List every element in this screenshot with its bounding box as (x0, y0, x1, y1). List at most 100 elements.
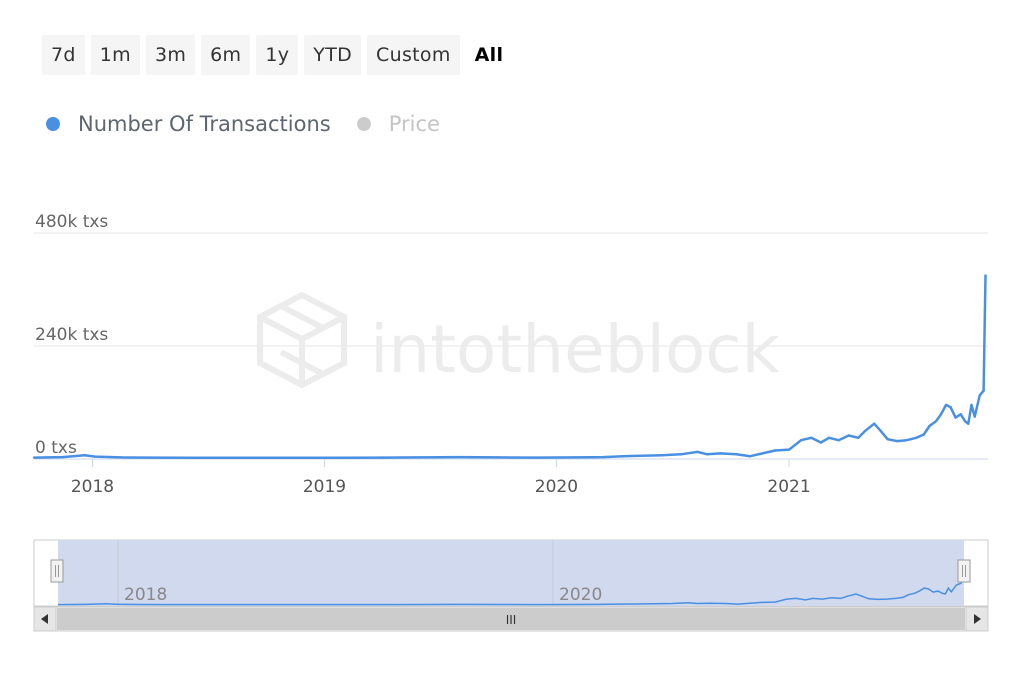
data-point (303, 456, 306, 459)
data-point (187, 456, 190, 459)
data-point (905, 439, 908, 442)
chart-legend: Number Of Transactions Price (46, 112, 466, 136)
data-point (773, 449, 777, 452)
data-point (973, 415, 976, 418)
data-point (343, 456, 346, 459)
axis-layer: 0 txs 240k txs 480k txs 2018 2019 2020 2021 (35, 212, 811, 497)
data-point (810, 436, 813, 439)
data-point (719, 452, 722, 455)
data-point (419, 456, 422, 459)
legend-dot-icon (46, 117, 60, 131)
range-button-all[interactable]: All (474, 44, 504, 66)
data-point (61, 455, 64, 459)
range-selector: 7d 1m 3m 6m 1y YTD Custom All (42, 34, 512, 76)
data-point (837, 439, 840, 442)
data-point (705, 453, 709, 456)
data-point (978, 394, 981, 397)
data-point (787, 448, 791, 451)
legend-dot-icon (356, 117, 371, 131)
data-point (32, 456, 36, 459)
navigator-selection[interactable] (58, 540, 964, 606)
range-button-7d[interactable]: 7d (42, 35, 85, 75)
data-point (148, 456, 151, 459)
x-tick-label-2020: 2020 (535, 477, 578, 497)
data-point (970, 403, 973, 407)
data-point (622, 455, 625, 458)
data-point (984, 274, 987, 277)
x-tick-label-2021: 2021 (767, 477, 810, 497)
data-point (799, 439, 803, 442)
data-point (226, 456, 229, 459)
data-point (641, 454, 644, 457)
data-point (963, 420, 967, 423)
data-point (847, 434, 850, 437)
data-point (879, 429, 882, 432)
scrollbar-thumb[interactable] (57, 608, 965, 630)
range-button-1m[interactable]: 1m (90, 35, 140, 75)
data-point (380, 456, 383, 459)
data-point (83, 454, 87, 457)
data-point (735, 453, 738, 456)
y-tick-label: 480k txs (35, 212, 108, 232)
data-point (934, 420, 938, 423)
legend-item-transactions[interactable]: Number Of Transactions (46, 112, 331, 136)
data-point (944, 403, 948, 407)
watermark-text: intotheblock (370, 311, 781, 388)
range-button-6m[interactable]: 6m (201, 35, 251, 75)
data-point (864, 429, 867, 432)
data-point (982, 389, 985, 392)
navigator-scrollbar[interactable]: III (33, 606, 989, 632)
data-point (915, 436, 918, 439)
data-point (679, 453, 683, 456)
data-point (660, 454, 664, 457)
range-button-ytd[interactable]: YTD (304, 35, 362, 75)
data-point (819, 441, 822, 444)
data-point (93, 455, 97, 458)
data-point (922, 433, 925, 436)
data-point (886, 438, 889, 441)
data-point (264, 456, 268, 459)
navigator-series-line (57, 582, 962, 606)
navigator-left-handle[interactable] (50, 559, 64, 583)
data-point (928, 424, 931, 428)
data-point (458, 455, 461, 459)
data-point (895, 439, 899, 443)
data-point (873, 422, 876, 425)
range-button-custom[interactable]: Custom (367, 35, 460, 75)
arrow-left-icon (41, 614, 48, 624)
data-point (959, 413, 962, 416)
x-tick-label-2019: 2019 (303, 477, 346, 497)
arrow-right-icon (974, 614, 981, 624)
data-point (696, 450, 699, 454)
watermark-logo-icon (257, 291, 347, 389)
navigator[interactable]: 2018 2020 (33, 539, 989, 607)
series-layer (32, 274, 987, 460)
data-point (857, 436, 860, 439)
y-tick-label: 0 txs (35, 438, 77, 458)
data-point (535, 456, 538, 459)
data-point (749, 455, 752, 458)
watermark: intotheblock (257, 291, 781, 389)
data-point (761, 452, 764, 455)
data-point (827, 436, 831, 439)
navigator-label-2020: 2020 (559, 585, 602, 605)
data-point (954, 416, 957, 419)
range-button-3m[interactable]: 3m (145, 35, 196, 75)
y-tick-label: 240k txs (35, 325, 108, 345)
scrollbar-grip: III (506, 613, 517, 627)
navigator-series (57, 582, 962, 606)
range-button-1y[interactable]: 1y (256, 35, 299, 75)
data-point (949, 406, 952, 409)
navigator-label-2018: 2018 (124, 585, 167, 605)
legend-label: Price (388, 112, 440, 136)
x-tick-label-2018: 2018 (71, 477, 114, 497)
legend-item-price[interactable]: Price (356, 112, 440, 136)
legend-label: Number Of Transactions (78, 112, 331, 136)
data-point (967, 422, 970, 425)
data-point (602, 455, 605, 459)
navigator-right-handle[interactable] (957, 559, 971, 583)
data-point (574, 456, 578, 459)
data-point (119, 456, 123, 459)
data-point (939, 413, 943, 416)
